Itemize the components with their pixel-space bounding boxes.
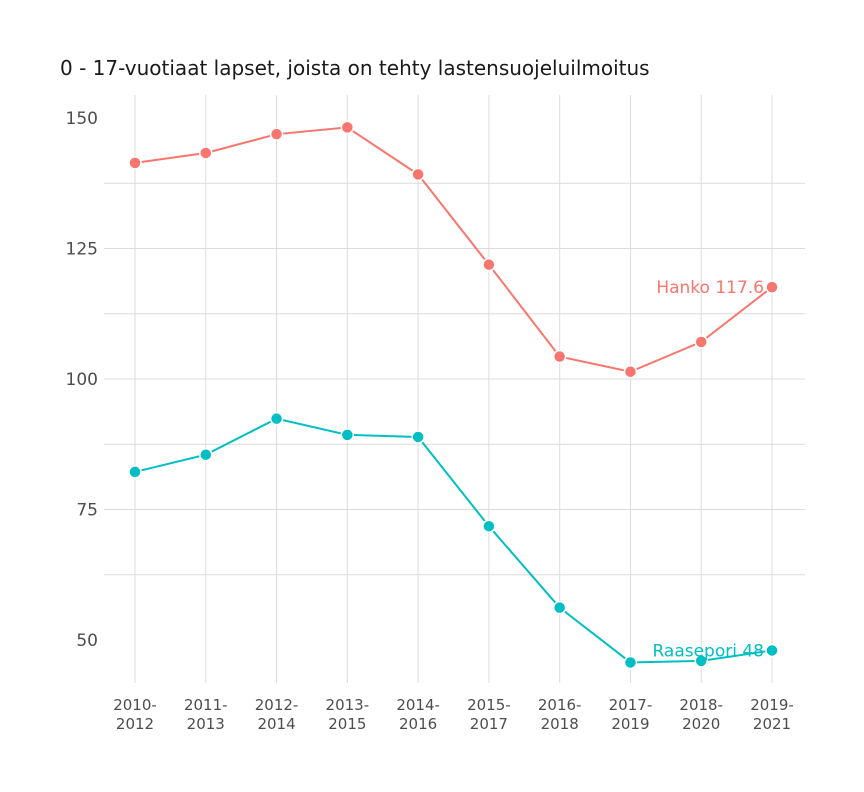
data-point-raasepori — [623, 655, 638, 670]
y-tick-label: 150 — [66, 109, 98, 129]
data-point-hanko — [694, 335, 708, 349]
y-axis-ticks: 50 75 100 125 150 — [66, 109, 98, 651]
data-point-hanko — [411, 167, 425, 182]
end-label-hanko: Hanko 117.6 — [656, 278, 764, 298]
x-tick-label: 2010-2012 — [113, 696, 157, 733]
data-point-raasepori — [128, 465, 142, 479]
data-point-raasepori — [340, 428, 355, 442]
x-tick-label: 2017-2019 — [609, 696, 653, 733]
x-tick-label: 2018-2020 — [679, 696, 723, 733]
data-point-raasepori — [269, 411, 284, 426]
data-point-hanko — [765, 280, 779, 294]
x-tick-label: 2019-2021 — [750, 696, 794, 733]
x-tick-label: 2015-2017 — [467, 696, 511, 733]
y-tick-label: 100 — [66, 370, 98, 390]
series-line-hanko — [134, 126, 773, 373]
y-tick-label: 125 — [66, 240, 98, 260]
data-point-hanko — [623, 364, 638, 379]
data-point-raasepori — [552, 600, 567, 615]
data-point-raasepori — [482, 519, 496, 533]
data-point-hanko — [482, 257, 496, 272]
data-point-hanko — [128, 156, 142, 170]
x-tick-label: 2016-2018 — [538, 696, 582, 733]
series-line-raasepori — [134, 417, 773, 664]
data-point-raasepori — [199, 447, 213, 462]
end-label-raasepori: Raasepori 48 — [652, 641, 764, 661]
series-points — [128, 120, 779, 670]
x-tick-label: 2012-2014 — [255, 696, 299, 733]
data-point-raasepori — [411, 430, 425, 444]
data-point-hanko — [199, 146, 213, 160]
data-point-raasepori — [765, 643, 779, 658]
y-tick-label: 75 — [76, 501, 98, 521]
x-tick-label: 2014-2016 — [396, 696, 440, 733]
x-tick-label: 2011-2013 — [184, 696, 228, 733]
series-lines — [134, 126, 773, 664]
chart-title: 0 - 17-vuotiaat lapset, joista on tehty … — [60, 56, 650, 80]
x-tick-label: 2013-2015 — [326, 696, 370, 733]
data-point-hanko — [340, 120, 355, 135]
y-tick-label: 50 — [76, 631, 98, 651]
grid — [104, 95, 805, 683]
data-point-hanko — [269, 127, 284, 141]
data-point-hanko — [552, 349, 567, 364]
data-point-raasepori — [694, 654, 708, 668]
series-end-labels: Hanko 117.6 Raasepori 48 — [652, 278, 764, 661]
x-axis-ticks: 2010-2012 2011-2013 2012-2014 2013-2015 2014… — [113, 696, 794, 733]
